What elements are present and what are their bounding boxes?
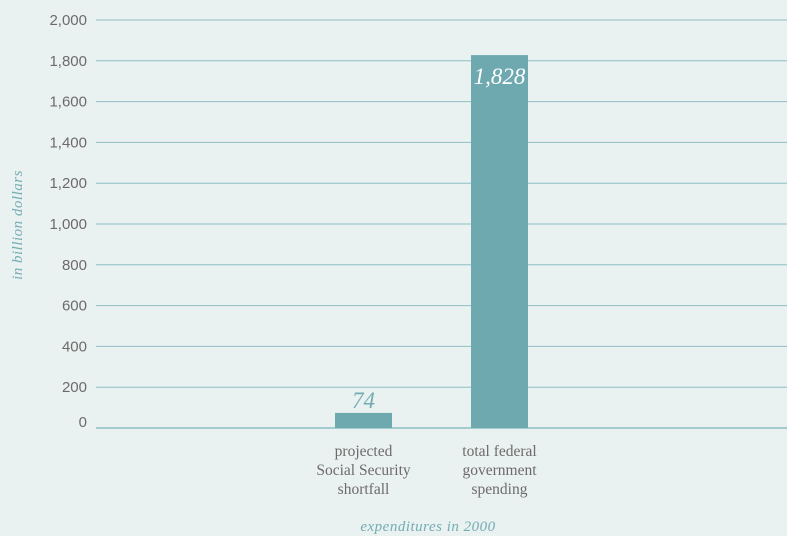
bar [471,55,528,428]
y-tick-label: 1,600 [49,94,87,111]
category-label-line: Social Security [316,462,411,479]
data-label: 74 [352,388,375,413]
category-label-line: total federal [462,443,536,460]
y-tick-label: 1,400 [49,134,87,151]
x-axis-categories: projected Social Security shortfall total f… [316,443,537,498]
y-tick-label: 1,000 [49,216,87,233]
category-label: total federal government spending [462,443,537,498]
bars: 74 1,828 [335,55,528,428]
y-axis-title: in billion dollars [10,170,26,280]
y-tick-label: 800 [62,257,87,274]
category-label-line: government [462,462,537,479]
y-tick-label: 1,800 [49,53,87,70]
x-axis-title: expenditures in 2000 [360,519,495,535]
y-tick-label: 200 [62,379,87,396]
category-label-line: shortfall [338,481,390,498]
category-label: projected Social Security shortfall [316,443,411,498]
data-label: 1,828 [474,64,526,89]
y-tick-label: 0 [79,414,87,431]
category-label-line: projected [335,443,393,460]
gridlines [96,19,787,429]
y-tick-label: 400 [62,338,87,355]
bar [335,412,392,428]
y-tick-label: 2,000 [49,12,87,29]
category-label-line: spending [472,481,528,498]
y-tick-label: 1,200 [49,175,87,192]
y-axis-ticks: 0 200 400 600 800 1,000 1,200 1,400 1,600 1,800 2,… [49,12,87,431]
y-tick-label: 600 [62,298,87,315]
